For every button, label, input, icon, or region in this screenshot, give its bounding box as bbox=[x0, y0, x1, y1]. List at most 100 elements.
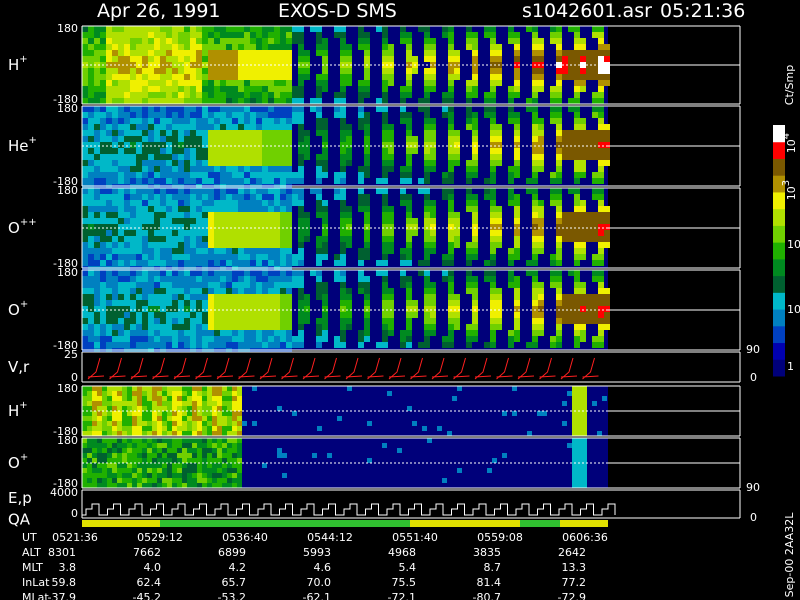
spectrogram-cell bbox=[184, 38, 190, 44]
spectrogram-cell bbox=[226, 80, 232, 86]
time: 05:21:36 bbox=[660, 0, 745, 22]
panel-label: He+ bbox=[8, 135, 37, 155]
spectrogram-cell bbox=[484, 276, 490, 282]
spectrogram-cell bbox=[214, 342, 220, 348]
spectrogram-cell bbox=[217, 416, 222, 421]
spectrogram-cell bbox=[490, 92, 496, 98]
spectrogram-cell bbox=[118, 330, 124, 336]
spectrogram-cell bbox=[118, 148, 124, 154]
spectrogram-cell bbox=[160, 68, 166, 74]
spectrogram-cell bbox=[124, 212, 130, 218]
spectrogram-cell bbox=[238, 188, 244, 194]
spectrogram-cell bbox=[217, 458, 222, 463]
spectrogram-cell bbox=[202, 416, 207, 421]
spectrogram-cell bbox=[94, 194, 100, 200]
spectrogram-cell bbox=[586, 142, 592, 148]
spectrogram-cell bbox=[430, 330, 436, 336]
spectrogram-cell bbox=[604, 218, 610, 224]
spectrogram-cell bbox=[88, 148, 94, 154]
spectrogram-cell bbox=[112, 276, 118, 282]
spectrogram-cell bbox=[190, 282, 196, 288]
spectrogram-cell bbox=[160, 324, 166, 330]
spectrogram-cell bbox=[448, 200, 454, 206]
spectrogram-cell bbox=[250, 330, 256, 336]
spectrogram-cell bbox=[142, 391, 147, 396]
spectrogram-cell bbox=[238, 282, 244, 288]
spectrogram-cell bbox=[442, 188, 448, 194]
spectrogram-cell bbox=[280, 230, 286, 236]
spectrogram-cell bbox=[130, 254, 136, 260]
spectrogram-cell bbox=[274, 270, 280, 276]
spectrogram-cell bbox=[490, 38, 496, 44]
spectrogram-cell bbox=[87, 416, 92, 421]
spectrogram-cell bbox=[448, 74, 454, 80]
spectrogram-cell bbox=[88, 260, 94, 266]
spectrogram-cell bbox=[274, 330, 280, 336]
spectrogram-cell bbox=[572, 453, 577, 458]
spectrogram-cell bbox=[222, 431, 227, 436]
spectrogram-cell bbox=[226, 212, 232, 218]
footer-code: Sep-00 2AA32L bbox=[783, 512, 796, 598]
spectrogram-cell bbox=[572, 401, 577, 406]
spectrogram-cell bbox=[244, 336, 250, 342]
spectrogram-cell bbox=[172, 184, 178, 190]
spectrogram-cell bbox=[262, 200, 268, 206]
spectrogram-cell bbox=[256, 154, 262, 160]
table-cell: 65.7 bbox=[222, 576, 247, 589]
spectrogram-cell bbox=[586, 212, 592, 218]
spectrogram-cell bbox=[406, 330, 412, 336]
spectrogram-cell bbox=[238, 312, 244, 318]
spectrogram-cell bbox=[106, 254, 112, 260]
spectrogram-cell bbox=[154, 266, 160, 272]
spectrogram-cell bbox=[166, 166, 172, 172]
spectrogram-cell bbox=[274, 300, 280, 306]
spectrogram-cell bbox=[472, 124, 478, 130]
spectrogram-cell bbox=[202, 406, 207, 411]
spectrogram-cell bbox=[292, 26, 298, 32]
spectrogram-cell bbox=[157, 401, 162, 406]
spectrogram-cell bbox=[142, 130, 148, 136]
spectrogram-cell bbox=[286, 324, 292, 330]
spectrogram-cell bbox=[207, 406, 212, 411]
spectrogram-cell bbox=[100, 136, 106, 142]
spectrogram-cell bbox=[187, 396, 192, 401]
spectrogram-cell bbox=[250, 300, 256, 306]
spectrogram-cell bbox=[406, 92, 412, 98]
spectrogram-cell bbox=[340, 38, 346, 44]
spectrogram-cell bbox=[197, 396, 202, 401]
spectrogram-cell bbox=[94, 154, 100, 160]
spectrogram-cell bbox=[322, 68, 328, 74]
spectrogram-cell bbox=[448, 206, 454, 212]
spectrogram-cell bbox=[268, 44, 274, 50]
spectrogram-cell bbox=[358, 86, 364, 92]
spectrogram-cell bbox=[238, 172, 244, 178]
spectrogram-cell bbox=[292, 276, 298, 282]
spectrogram-cell bbox=[127, 426, 132, 431]
spectrogram-cell bbox=[382, 260, 388, 266]
spectrogram-cell bbox=[592, 92, 598, 98]
spectrogram-cell bbox=[238, 342, 244, 348]
spectrogram-cell bbox=[214, 324, 220, 330]
spectrogram-cell bbox=[574, 142, 580, 148]
spectrogram-cell bbox=[388, 148, 394, 154]
spectrogram-cell bbox=[406, 230, 412, 236]
spectrogram-cell bbox=[222, 421, 227, 426]
spectrogram-cell bbox=[107, 438, 112, 443]
spectrogram-cell bbox=[102, 421, 107, 426]
spectrogram-cell bbox=[217, 386, 222, 391]
spectrogram-cell bbox=[322, 50, 328, 56]
spectrogram-cell bbox=[512, 411, 517, 416]
spectrogram-cell bbox=[208, 324, 214, 330]
spectrogram-cell bbox=[442, 106, 448, 112]
spectrogram-cell bbox=[202, 421, 207, 426]
spectrogram-cell bbox=[472, 282, 478, 288]
spectrogram-cell bbox=[538, 86, 544, 92]
spectrogram-cell bbox=[214, 248, 220, 254]
spectrogram-cell bbox=[190, 224, 196, 230]
spectrogram-cell bbox=[406, 242, 412, 248]
spectrogram-cell bbox=[340, 188, 346, 194]
spectrogram-cell bbox=[406, 172, 412, 178]
table-cell: 0521:36 bbox=[52, 531, 98, 544]
spectrogram-cell bbox=[244, 172, 250, 178]
spectrogram-cell bbox=[280, 348, 286, 354]
